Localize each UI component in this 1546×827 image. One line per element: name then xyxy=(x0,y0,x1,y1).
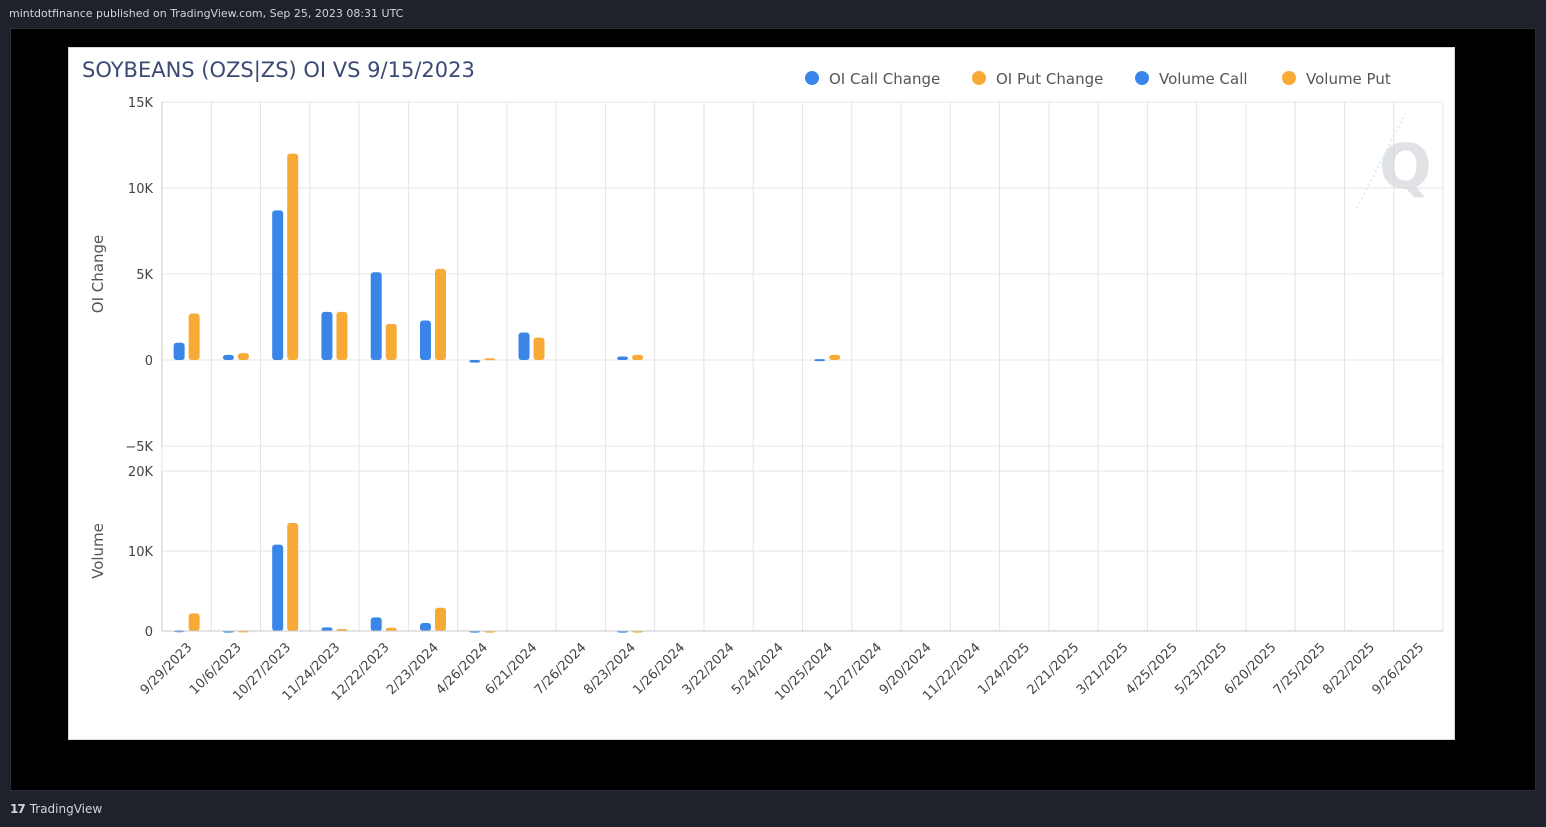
x-tick-label: 9/29/2023 xyxy=(138,640,196,698)
bar-volume-call xyxy=(419,623,431,631)
legend-label: OI Put Change xyxy=(996,70,1103,88)
bar-oi-put-change xyxy=(385,323,397,360)
x-tick-label: 9/26/2025 xyxy=(1369,640,1427,698)
x-tick-label: 1/24/2025 xyxy=(975,640,1033,698)
x-tick-label: 4/26/2024 xyxy=(433,640,491,698)
footer: 17 TradingView xyxy=(0,795,1546,827)
y-axis-title: OI Change xyxy=(89,235,107,313)
bar-oi-put-change xyxy=(632,354,644,360)
bar-oi-call-change xyxy=(321,311,333,360)
y-tick-label: 15K xyxy=(128,96,154,111)
bar-oi-put-change xyxy=(237,353,249,360)
y-tick-label: 5K xyxy=(136,268,153,283)
bar-oi-call-change xyxy=(222,354,234,360)
bar-oi-put-change xyxy=(336,311,348,360)
bars xyxy=(173,153,841,633)
bar-volume-put xyxy=(188,613,200,631)
axes: 15K 10K 5K 0 −5K OI Change 20K 10K 0 Volume xyxy=(89,96,1443,640)
bar-oi-put-change xyxy=(287,153,299,360)
bar-oi-call-change xyxy=(173,342,185,360)
publish-line: mintdotfinance published on TradingView.… xyxy=(9,7,404,20)
legend-marker-icon xyxy=(1282,71,1296,85)
bar-oi-call-change xyxy=(469,360,481,363)
bar-volume-put xyxy=(434,607,446,631)
legend-item[interactable]: Volume Put xyxy=(1282,70,1391,88)
x-tick-labels: 9/29/202310/6/202310/27/202311/24/202312… xyxy=(138,640,1427,704)
legend-item[interactable]: OI Call Change xyxy=(805,70,940,88)
x-tick-label: 2/23/2024 xyxy=(384,640,442,698)
legend-item[interactable]: OI Put Change xyxy=(972,70,1103,88)
bar-oi-call-change xyxy=(814,359,826,362)
bar-oi-put-change xyxy=(434,268,446,360)
x-tick-label: 5/23/2025 xyxy=(1172,640,1230,698)
bar-oi-call-change xyxy=(370,272,382,360)
bar-oi-put-change xyxy=(829,354,841,360)
bar-oi-call-change xyxy=(617,356,629,360)
x-tick-label: 6/20/2025 xyxy=(1222,640,1280,698)
bar-volume-call xyxy=(370,617,382,631)
bar-volume-call xyxy=(321,627,333,631)
y-tick-label: 20K xyxy=(128,465,154,480)
x-tick-label: 6/21/2024 xyxy=(483,640,541,698)
y-tick-label: 10K xyxy=(128,182,154,197)
x-tick-label: 3/21/2025 xyxy=(1074,640,1132,698)
x-tick-label: 2/21/2025 xyxy=(1025,640,1083,698)
x-tick-label: 4/25/2025 xyxy=(1123,640,1181,698)
legend-label: Volume Put xyxy=(1306,70,1391,88)
chart-svg: 15K 10K 5K 0 −5K OI Change 20K 10K 0 Volume 9/29/… xyxy=(82,58,1444,704)
x-tick-label: 7/25/2025 xyxy=(1271,640,1329,698)
legend-marker-icon xyxy=(1135,71,1149,85)
legend-marker-icon xyxy=(972,71,986,85)
y-tick-label: 0 xyxy=(145,354,153,369)
y-axis-title: Volume xyxy=(89,523,107,579)
legend-marker-icon xyxy=(805,71,819,85)
bar-volume-put xyxy=(287,523,299,631)
bar-oi-put-change xyxy=(484,358,496,361)
watermark-letter: Q xyxy=(1379,130,1432,203)
x-tick-label: 8/22/2025 xyxy=(1320,640,1378,698)
x-tick-label: 8/23/2024 xyxy=(581,640,639,698)
tradingview-logo[interactable]: 17 TradingView xyxy=(10,795,102,823)
legend: OI Call Change OI Put Change Volume Call Vo… xyxy=(805,70,1391,88)
grid xyxy=(161,101,1444,632)
bar-volume-call xyxy=(272,544,284,631)
tradingview-icon: 17 xyxy=(10,802,26,816)
legend-item[interactable]: Volume Call xyxy=(1135,70,1248,88)
legend-label: OI Call Change xyxy=(829,70,940,88)
bar-oi-call-change xyxy=(272,210,284,360)
bar-oi-call-change xyxy=(419,320,431,360)
x-tick-label: 7/26/2024 xyxy=(532,640,590,698)
bar-oi-call-change xyxy=(518,332,530,360)
y-tick-label: 10K xyxy=(128,545,154,560)
watermark-logo: Q xyxy=(1356,113,1432,209)
chart-title: SOYBEANS (OZS|ZS) OI VS 9/15/2023 xyxy=(82,58,475,83)
publish-info: mintdotfinance published on TradingView.… xyxy=(0,0,1546,28)
chart-card: 15K 10K 5K 0 −5K OI Change 20K 10K 0 Volume 9/29/… xyxy=(68,47,1455,740)
y-tick-label: −5K xyxy=(125,440,153,455)
y-tick-label: 0 xyxy=(145,625,153,640)
x-tick-label: 1/26/2024 xyxy=(630,640,688,698)
bar-oi-put-change xyxy=(188,313,200,360)
bar-volume-put xyxy=(385,627,397,631)
tradingview-brand: TradingView xyxy=(29,802,103,816)
bar-oi-put-change xyxy=(533,337,545,360)
legend-label: Volume Call xyxy=(1159,70,1248,88)
x-tick-label: 3/22/2024 xyxy=(680,640,738,698)
